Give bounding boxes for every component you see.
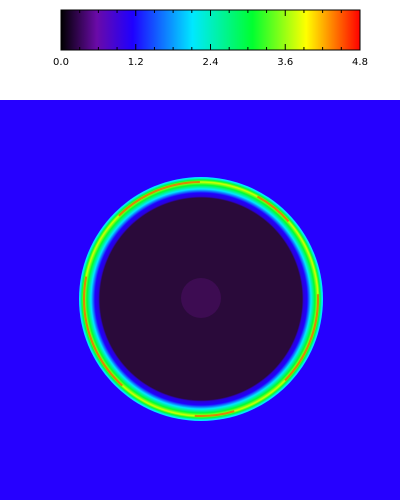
colorbar-gradient — [61, 10, 360, 50]
ring-streak — [83, 181, 319, 417]
heatmap-field — [0, 100, 400, 500]
colorbar-tick-labels: 0.0 1.2 2.4 3.6 4.8 — [53, 57, 368, 68]
colorbar-ticks — [60, 10, 361, 50]
center-spot — [181, 278, 221, 318]
colorbar-tick-label: 3.6 — [277, 57, 293, 68]
colorbar: 0.0 1.2 2.4 3.6 4.8 — [53, 9, 368, 68]
colorbar-tick-label: 4.8 — [352, 57, 368, 68]
colorbar-tick-label: 1.2 — [128, 57, 144, 68]
colorbar-tick-label: 0.0 — [53, 57, 69, 68]
colorbar-tick-label: 2.4 — [203, 57, 219, 68]
